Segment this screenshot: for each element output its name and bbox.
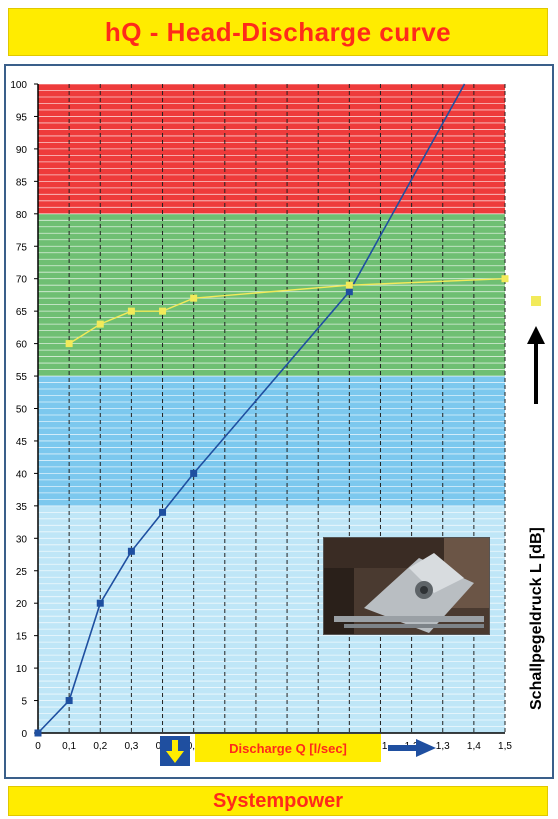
series-0-point-4 (159, 508, 167, 516)
down-arrow-icon (160, 736, 190, 766)
pump-photo (323, 537, 490, 635)
y-tick-label: 85 (16, 177, 28, 188)
y-tick-label: 15 (16, 632, 28, 643)
series-0-point-3 (127, 547, 135, 555)
y-tick-label: 35 (16, 502, 28, 513)
x-tick-label: 0 (35, 741, 41, 752)
x-tick-label: 1,5 (498, 741, 512, 752)
series-0-point-5 (190, 469, 198, 477)
y-tick-label: 75 (16, 242, 28, 253)
x-tick-label: 0,5 (187, 741, 201, 752)
series-1-point-5 (345, 281, 353, 289)
footer-bar: Systempower (8, 786, 548, 816)
y-tick-label: 40 (16, 469, 28, 480)
y-axis-label: Schallpegeldruck L [dB] (528, 527, 545, 710)
series-0-point-0 (34, 729, 42, 737)
y-tick-label: 50 (16, 405, 28, 416)
y-tick-label: 95 (16, 112, 28, 123)
series-1-point-6 (501, 275, 509, 283)
y-tick-label: 55 (16, 372, 28, 383)
band-2 (38, 213, 505, 377)
y-tick-label: 80 (16, 210, 28, 221)
series-1-point-0 (65, 340, 73, 348)
series-1-point-2 (127, 307, 135, 315)
series-1-point-4 (190, 294, 198, 302)
series-0-point-1 (65, 697, 73, 705)
series-0-point-6 (345, 288, 353, 296)
y-tick-label: 70 (16, 275, 28, 286)
y-tick-label: 65 (16, 307, 28, 318)
right-arrow-icon (388, 739, 436, 757)
footer-text: Systempower (212, 789, 344, 812)
y-tick-label: 0 (21, 729, 27, 740)
y-tick-label: 10 (16, 664, 28, 675)
up-arrow-icon (527, 296, 545, 404)
x-tick-label: 0,2 (93, 741, 107, 752)
x-tick-label: 0,1 (62, 741, 76, 752)
title-bar: hQ - Head-Discharge curve (8, 8, 548, 56)
series-line-0 (37, 83, 466, 734)
chart-title: hQ - Head-Discharge curve (104, 16, 452, 47)
y-tick-label: 5 (21, 697, 27, 708)
series-1-point-3 (159, 307, 167, 315)
series-0-point-2 (96, 599, 104, 607)
y-tick-label: 45 (16, 437, 28, 448)
y-tick-label: 30 (16, 534, 28, 545)
y-tick-label: 25 (16, 567, 28, 578)
y-tick-label: 100 (10, 80, 27, 91)
x-tick-label: 1,4 (467, 741, 481, 752)
x-axis-label: Discharge Q [l/sec] (195, 734, 381, 762)
y-tick-label: 90 (16, 145, 28, 156)
series-1-point-1 (96, 320, 104, 328)
y-tick-label: 20 (16, 599, 28, 610)
x-tick-label: 0,3 (124, 741, 138, 752)
x-tick-label: 1,3 (436, 741, 450, 752)
y-tick-label: 60 (16, 340, 28, 351)
